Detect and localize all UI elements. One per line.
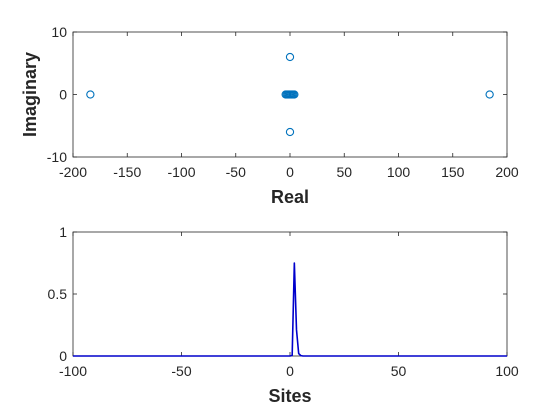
y-axis-label: Imaginary [20,52,40,137]
y-tick-label: 10 [51,24,67,40]
x-tick-label: 50 [391,363,407,379]
x-tick-label: -50 [226,164,246,180]
eigenvalue-scatter-panel: -200 -150 -100 -50 0 50 100 150 200-10010RealIma… [20,24,519,207]
x-tick-label: 0 [286,363,294,379]
x-tick-label: 100 [495,363,519,379]
data-point [285,52,295,62]
x-tick-label: -50 [171,363,191,379]
x-tick-label: 0 [286,164,294,180]
x-tick-label: -100 [167,164,195,180]
y-tick-label: -10 [47,149,67,165]
x-tick-label: 100 [387,164,411,180]
x-tick-label: -150 [113,164,141,180]
y-tick-label: 1 [59,224,67,240]
data-point [86,90,95,99]
data-point [485,90,494,99]
x-tick-label: -100 [59,363,87,379]
series-line [73,262,507,357]
data-point [285,127,295,137]
x-tick-label: 50 [336,164,352,180]
y-tick-label: 0 [59,87,67,103]
x-tick-label: 150 [441,164,465,180]
x-tick-label: 200 [495,164,519,180]
x-axis-label: Real [271,187,309,207]
plot-area [72,231,508,357]
data-point [290,90,299,99]
x-axis-label: Sites [268,386,311,406]
x-tick-label: -200 [59,164,87,180]
y-tick-label: 0.5 [48,286,68,302]
site-profile-line-panel: -100 -50 0 50 100 0 0.5 1 Sites [48,224,519,406]
y-tick-label: 0 [59,348,67,364]
